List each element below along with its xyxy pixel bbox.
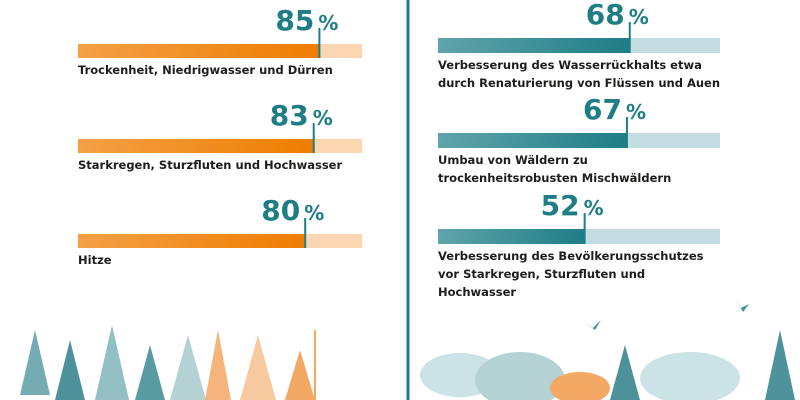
bar <box>78 139 314 153</box>
value-label: 80 <box>261 194 300 227</box>
category-label: Verbesserung des Wasserrückhalts etwa du… <box>438 58 721 90</box>
trees <box>20 298 795 400</box>
value-unit: % <box>304 201 324 225</box>
value-label: 52 <box>541 189 580 222</box>
bar <box>438 229 585 244</box>
value-label: 67 <box>583 93 622 126</box>
value-label: 83 <box>270 99 309 132</box>
value-unit: % <box>626 100 646 124</box>
value-label: 85 <box>275 4 314 37</box>
value-unit: % <box>584 196 604 220</box>
category-label: Hitze <box>78 253 112 267</box>
category-label: Trockenheit, Niedrigwasser und Dürren <box>78 63 333 77</box>
value-label: 68 <box>586 0 625 31</box>
bar <box>438 38 630 53</box>
value-unit: % <box>318 11 338 35</box>
category-label: Verbesserung des Bevölkerungsschutzes vo… <box>438 249 704 299</box>
value-unit: % <box>629 5 649 29</box>
bar <box>78 234 306 248</box>
bar <box>438 133 627 148</box>
bar <box>78 44 320 58</box>
category-label: Umbau von Wäldern zu trockenheitsrobuste… <box>438 153 672 185</box>
category-label: Starkregen, Sturzfluten und Hochwasser <box>78 158 343 172</box>
value-unit: % <box>313 106 333 130</box>
